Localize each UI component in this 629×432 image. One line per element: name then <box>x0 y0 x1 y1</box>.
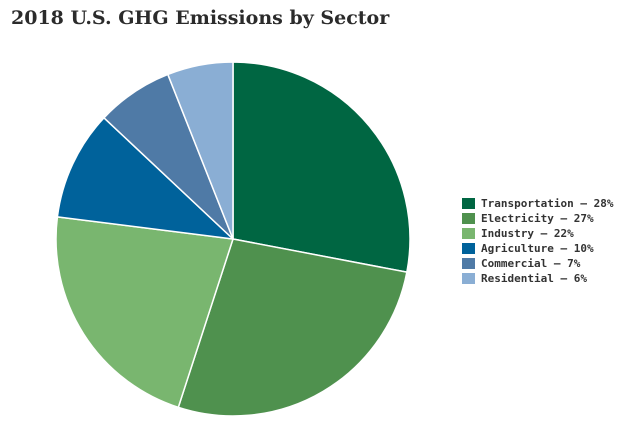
legend-label: Commercial – 7% <box>481 257 581 270</box>
chart-title: 2018 U.S. GHG Emissions by Sector <box>11 7 390 29</box>
legend-label: Agriculture – 10% <box>481 242 594 255</box>
legend-item-residential: Residential – 6% <box>462 271 613 286</box>
pie-slice-residential <box>167 61 234 240</box>
legend-label: Industry – 22% <box>481 227 574 240</box>
legend-swatch <box>462 273 475 284</box>
legend-item-transportation: Transportation – 28% <box>462 196 613 211</box>
pie-slice-agriculture <box>56 117 234 240</box>
legend-label: Electricity – 27% <box>481 212 594 225</box>
legend-label: Transportation – 28% <box>481 197 614 210</box>
pie-slice-industry <box>55 216 234 409</box>
pie-slices <box>55 61 411 417</box>
legend-item-commercial: Commercial – 7% <box>462 256 613 271</box>
pie-slice-electricity <box>177 238 408 417</box>
legend-item-industry: Industry – 22% <box>462 226 613 241</box>
pie-slice-transportation <box>232 61 411 273</box>
legend-swatch <box>462 213 475 224</box>
legend: Transportation – 28% Electricity – 27% Ind… <box>462 196 613 286</box>
legend-label: Residential – 6% <box>481 272 587 285</box>
legend-item-agriculture: Agriculture – 10% <box>462 241 613 256</box>
legend-swatch <box>462 198 475 209</box>
legend-swatch <box>462 243 475 254</box>
legend-item-electricity: Electricity – 27% <box>462 211 613 226</box>
legend-swatch <box>462 258 475 269</box>
legend-swatch <box>462 228 475 239</box>
